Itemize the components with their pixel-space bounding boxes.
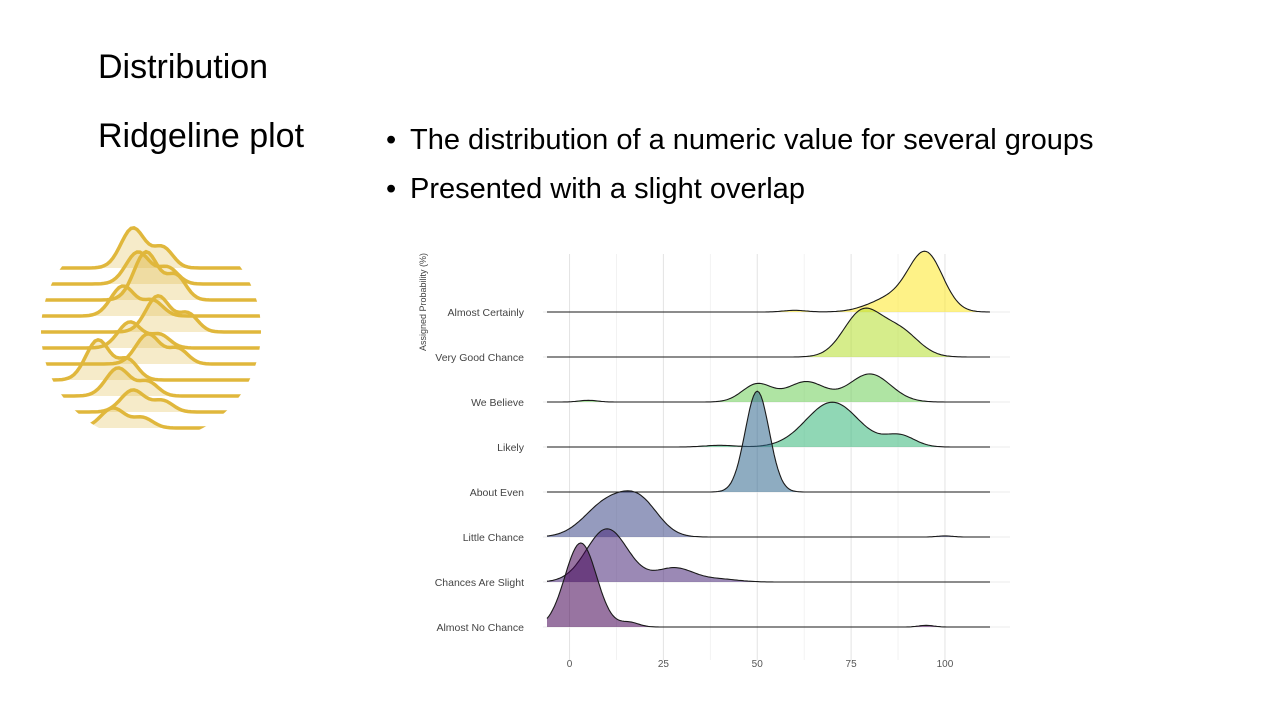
ridge-line <box>546 490 990 538</box>
category-label: Little Chance <box>463 532 524 544</box>
category-label: Very Good Chance <box>435 352 524 364</box>
ridge-line <box>547 250 991 313</box>
bullet-dot-icon: • <box>386 173 397 205</box>
logo-ridges <box>41 225 261 430</box>
bullet-item: • Presented with a slight overlap <box>386 165 1093 214</box>
bullet-text: Presented with a slight overlap <box>410 173 805 205</box>
label-layer: 0 25 50 75 100 Almost Certainly Very Good Chan… <box>435 307 954 670</box>
category-label: Almost Certainly <box>448 307 525 319</box>
x-tick-label: 75 <box>846 659 858 670</box>
category-label: About Even <box>470 487 524 499</box>
bullet-list: • The distribution of a numeric value for… <box>386 116 1093 214</box>
category-label: Almost No Chance <box>436 622 524 634</box>
ridgeline-circle-icon <box>41 225 261 430</box>
ridge-line <box>546 528 990 583</box>
bullet-item: • The distribution of a numeric value for… <box>386 116 1093 165</box>
category-label: Likely <box>497 442 525 454</box>
ridge-line <box>547 307 990 358</box>
ridge-line <box>547 373 990 403</box>
x-tick-label: 50 <box>752 659 764 670</box>
x-tick-label: 0 <box>567 659 573 670</box>
ridge-layer <box>546 250 991 628</box>
ridge-line <box>546 542 990 628</box>
category-label: Chances Are Slight <box>435 577 524 589</box>
y-axis-label: Assigned Probability (%) <box>418 253 428 351</box>
bullet-dot-icon: • <box>386 124 397 156</box>
ridge-area <box>547 490 990 537</box>
x-tick-label: 25 <box>658 659 670 670</box>
slide-title: Distribution <box>98 48 269 86</box>
ridgeline-chart: 0 25 50 75 100 Almost Certainly Very Good Chan… <box>418 250 1010 670</box>
bullet-text: The distribution of a numeric value for … <box>410 124 1094 156</box>
ridge-area <box>547 308 990 357</box>
ridge-area <box>547 543 990 627</box>
x-tick-label: 100 <box>937 659 954 670</box>
category-label: We Believe <box>471 397 524 409</box>
ridge-area <box>547 251 990 312</box>
slide-subtitle: Ridgeline plot <box>98 117 305 155</box>
ridge-area <box>547 391 990 492</box>
grid-layer <box>543 254 1010 660</box>
ridge-area <box>547 402 990 447</box>
ridge-area <box>547 373 990 402</box>
